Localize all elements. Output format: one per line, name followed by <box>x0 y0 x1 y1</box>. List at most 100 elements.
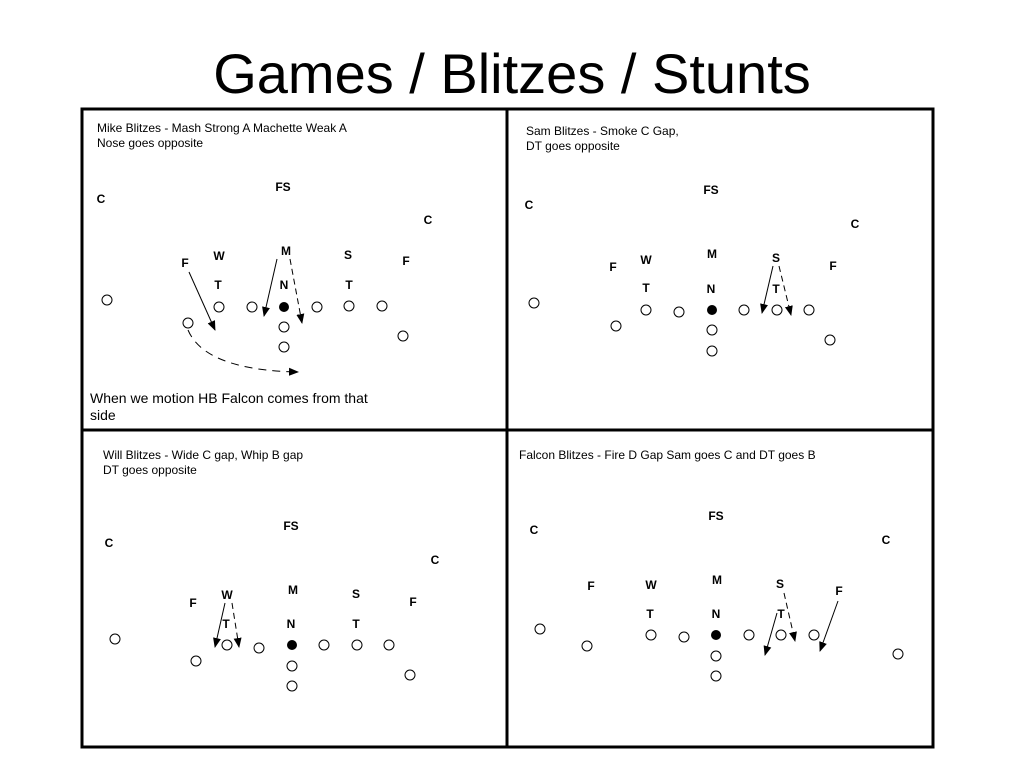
blitz-arrow <box>188 271 216 331</box>
defender-falcon: F <box>829 259 836 273</box>
panel-will-blitzes: Will Blitzes - Wide C gap, Whip B gap DT… <box>103 448 440 692</box>
defender-free-safety: FS <box>275 180 290 194</box>
page-title: Games / Blitzes / Stunts <box>213 42 811 105</box>
offense-player <box>397 330 409 342</box>
center-ball <box>287 640 297 650</box>
panel-caption: Sam Blitzes - Smoke C Gap, <box>526 124 679 138</box>
offense-player <box>610 320 622 332</box>
defender-tackle: T <box>777 607 785 621</box>
defender-free-safety: FS <box>283 519 298 533</box>
offense-player <box>738 304 750 316</box>
offense-player <box>286 660 298 672</box>
panel-sam-blitzes: Sam Blitzes - Smoke C Gap, DT goes oppos… <box>525 124 860 357</box>
defender-tackle: T <box>345 278 353 292</box>
panel-caption: DT goes opposite <box>526 139 620 153</box>
offense-player <box>278 341 290 353</box>
defender-free-safety: FS <box>703 183 718 197</box>
defender-falcon: F <box>181 256 188 270</box>
offense-player <box>581 640 593 652</box>
offense-player <box>710 650 722 662</box>
defender-falcon: F <box>409 595 416 609</box>
defender-mike: M <box>288 583 298 597</box>
defender-tackle: T <box>222 617 230 631</box>
panel-caption: DT goes opposite <box>103 463 197 477</box>
offense-player <box>343 300 355 312</box>
offense-player <box>673 306 685 318</box>
defender-falcon: F <box>587 579 594 593</box>
offense-player <box>318 639 330 651</box>
offense-player <box>404 669 416 681</box>
defender-will: W <box>221 588 233 602</box>
offense-player <box>775 629 787 641</box>
offense-player <box>286 680 298 692</box>
offense-player <box>311 301 323 313</box>
defender-nose: N <box>280 278 289 292</box>
offense-player <box>645 629 657 641</box>
offense-player <box>528 297 540 309</box>
offense-player <box>190 655 202 667</box>
offense-player <box>808 629 820 641</box>
defender-tackle: T <box>352 617 360 631</box>
defender-tackle: T <box>642 281 650 295</box>
blitz-arrow <box>231 602 242 648</box>
defender-corner: C <box>882 533 891 547</box>
defender-mike: M <box>281 244 291 258</box>
offense-player <box>771 304 783 316</box>
defender-tackle: T <box>772 282 780 296</box>
blitz-arrow <box>819 600 839 652</box>
defender-sam: S <box>344 248 352 262</box>
defender-sam: S <box>352 587 360 601</box>
panel-falcon-blitzes: Falcon Blitzes - Fire D Gap Sam goes C a… <box>519 448 904 682</box>
offense-player <box>743 629 755 641</box>
offense-player <box>706 324 718 336</box>
defender-corner: C <box>851 217 860 231</box>
defender-nose: N <box>287 617 296 631</box>
offense-player <box>678 631 690 643</box>
blitz-arrow <box>289 258 305 324</box>
center-ball <box>279 302 289 312</box>
motion-path <box>187 329 299 376</box>
offense-player <box>803 304 815 316</box>
panel-caption: Mike Blitzes - Mash Strong A Machette We… <box>97 121 347 135</box>
defender-sam: S <box>772 251 780 265</box>
blitz-arrow <box>760 265 774 314</box>
center-ball <box>707 305 717 315</box>
blitz-arrow <box>262 258 278 317</box>
offense-player <box>892 648 904 660</box>
defender-falcon: F <box>835 584 842 598</box>
defender-tackle: T <box>646 607 654 621</box>
defender-corner: C <box>530 523 539 537</box>
offense-player <box>109 633 121 645</box>
defender-falcon: F <box>609 260 616 274</box>
defender-corner: C <box>431 553 440 567</box>
defender-corner: C <box>97 192 106 206</box>
defender-free-safety: FS <box>708 509 723 523</box>
offense-player <box>221 639 233 651</box>
defender-falcon: F <box>189 596 196 610</box>
offense-player <box>213 301 225 313</box>
panel-caption: Will Blitzes - Wide C gap, Whip B gap <box>103 448 303 462</box>
offense-player <box>101 294 113 306</box>
defender-nose: N <box>712 607 721 621</box>
blitz-arrow <box>783 592 797 642</box>
offense-player <box>706 345 718 357</box>
defender-falcon: F <box>402 254 409 268</box>
blitz-arrow <box>213 602 226 648</box>
offense-player <box>383 639 395 651</box>
defender-corner: C <box>105 536 114 550</box>
offense-player <box>376 300 388 312</box>
defender-will: W <box>640 253 652 267</box>
defender-mike: M <box>712 573 722 587</box>
blitz-arrow <box>778 265 793 316</box>
offense-player <box>534 623 546 635</box>
panel-caption: Nose goes opposite <box>97 136 203 150</box>
defender-will: W <box>645 578 657 592</box>
offense-player <box>640 304 652 316</box>
defender-nose: N <box>707 282 716 296</box>
defender-mike: M <box>707 247 717 261</box>
defender-sam: S <box>776 577 784 591</box>
panel-note: side <box>90 407 116 423</box>
blitz-arrow <box>763 612 778 656</box>
offense-player <box>351 639 363 651</box>
